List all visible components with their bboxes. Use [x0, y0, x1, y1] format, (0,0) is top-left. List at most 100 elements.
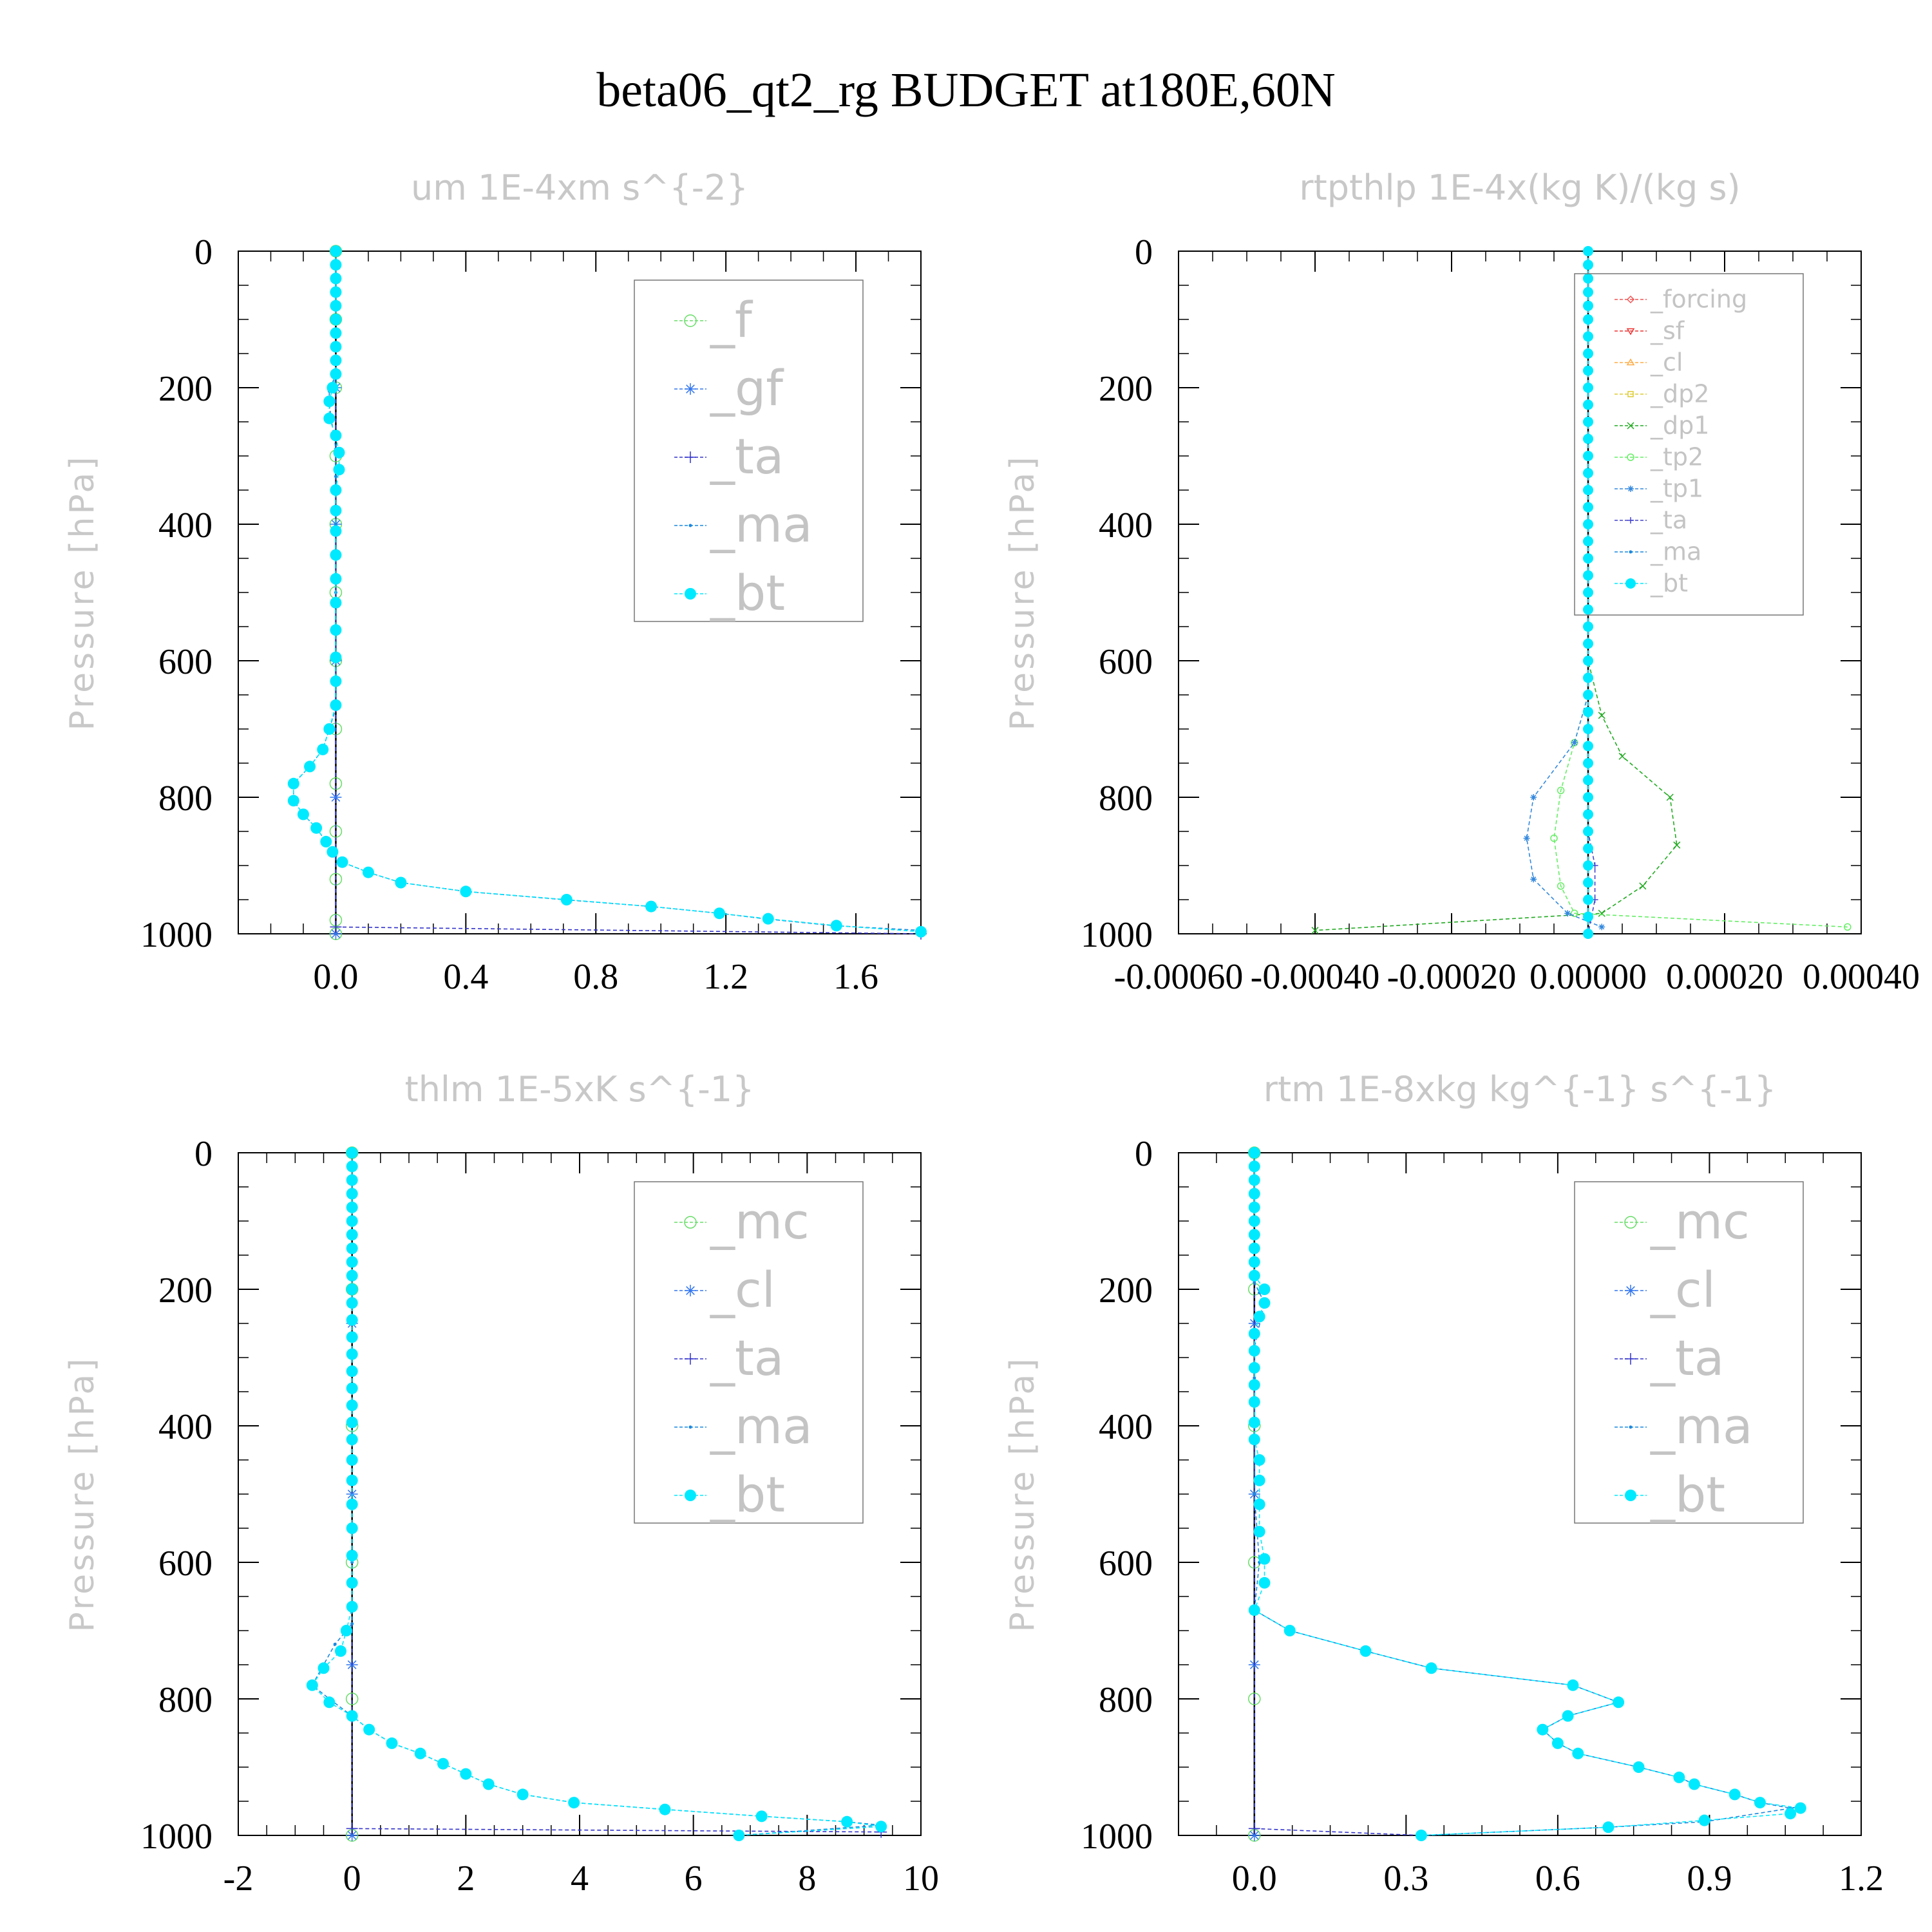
- data-point: [659, 1803, 671, 1815]
- data-point: [1583, 300, 1593, 311]
- data-point: [1583, 331, 1593, 342]
- legend-label: _tp2: [1650, 443, 1703, 471]
- series-bt: [287, 245, 927, 938]
- x-tick-label: 4: [571, 1859, 589, 1899]
- legend-item: _tp2: [1615, 443, 1703, 471]
- data-point: [1572, 1747, 1584, 1759]
- legend-item: _dp1: [1615, 412, 1709, 440]
- data-point: [1583, 502, 1593, 513]
- y-tick-label: 1000: [140, 915, 213, 955]
- series-line: [311, 1153, 882, 1836]
- data-point: [875, 1821, 887, 1833]
- data-point: [1754, 1797, 1766, 1809]
- plot-frame: [1178, 1152, 1862, 1836]
- series-ta: [346, 1147, 887, 1838]
- y-tick-label: 0: [194, 1134, 213, 1174]
- series-dp1: [1311, 247, 1681, 934]
- series-tp2: [1550, 247, 1852, 931]
- data-point: [386, 1737, 398, 1749]
- data-point: [1253, 1498, 1265, 1510]
- legend-item: _ma: [674, 1397, 813, 1455]
- data-point: [1627, 391, 1634, 397]
- data-point: [1624, 1216, 1637, 1229]
- y-tick-label: 600: [1099, 642, 1153, 682]
- series-ta: [330, 245, 927, 940]
- data-point: [330, 354, 342, 366]
- data-point: [336, 856, 348, 868]
- legend-box: [634, 1181, 864, 1524]
- x-tick-label: -2: [223, 1859, 254, 1899]
- legend-label: _dp2: [1650, 380, 1709, 408]
- series-line: [1253, 1153, 1803, 1836]
- legend-label: _ta: [1650, 506, 1687, 535]
- data-point: [1688, 1778, 1700, 1790]
- x-tick-label: 0.00020: [1666, 957, 1783, 997]
- legend-item: _ta: [674, 428, 784, 485]
- data-point: [345, 1692, 359, 1705]
- data-point: [346, 1382, 358, 1394]
- legend-label: _ma: [710, 1397, 813, 1455]
- legend: _mc _cl _ta _ma _bt: [1574, 1181, 1804, 1524]
- data-point: [1258, 1553, 1271, 1565]
- data-point: [1557, 882, 1565, 890]
- data-point: [1583, 587, 1593, 598]
- data-point: [685, 451, 696, 463]
- data-point: [320, 835, 332, 848]
- legend-item: _ma: [674, 496, 813, 553]
- legend: _f _gf _ta _ma _bt: [634, 279, 864, 622]
- legend-label: _bt: [1650, 569, 1688, 598]
- data-point: [1583, 287, 1593, 298]
- data-point: [346, 1242, 358, 1255]
- y-axis-label: Pressure [hPa]: [1003, 455, 1042, 731]
- data-point: [346, 1365, 358, 1378]
- data-point: [330, 549, 342, 561]
- data-point: [1583, 690, 1593, 700]
- data-point: [1248, 1361, 1260, 1374]
- data-point: [685, 383, 696, 395]
- data-point: [1698, 1814, 1710, 1826]
- x-tick-label: -0.00040: [1251, 957, 1380, 997]
- data-point: [1248, 1604, 1260, 1616]
- legend-item: _bt: [1615, 569, 1688, 598]
- data-point: [1583, 451, 1593, 461]
- data-point: [841, 1815, 853, 1828]
- legend-item: _ta: [1615, 1329, 1724, 1387]
- data-point: [1673, 1771, 1685, 1783]
- data-point: [1415, 1830, 1427, 1841]
- data-point: [1618, 752, 1626, 760]
- data-point: [346, 1830, 358, 1841]
- data-point: [330, 299, 342, 312]
- x-tick-label: 0.0: [1232, 1859, 1277, 1899]
- data-point: [1248, 1215, 1260, 1227]
- plot-frame: [238, 251, 922, 934]
- data-point: [330, 286, 342, 298]
- y-tick-label: 600: [158, 1544, 213, 1584]
- data-point: [1629, 1425, 1633, 1429]
- data-point: [516, 1788, 529, 1801]
- data-point: [346, 1399, 358, 1412]
- data-point: [1253, 1526, 1265, 1538]
- data-point: [323, 412, 336, 424]
- data-point: [327, 846, 339, 858]
- data-point: [1583, 417, 1593, 427]
- series-layer: [306, 1146, 887, 1842]
- legend-label: _ta: [710, 1329, 784, 1387]
- legend-item: _cl: [1615, 1261, 1716, 1318]
- data-point: [1248, 1201, 1260, 1213]
- data-point: [1627, 453, 1634, 461]
- legend-item: _f: [674, 291, 753, 348]
- data-point: [330, 921, 342, 933]
- data-point: [346, 1498, 358, 1510]
- x-tick-label: 0.4: [443, 957, 488, 997]
- data-point: [330, 928, 342, 940]
- legend-label: _sf: [1650, 317, 1685, 345]
- data-point: [1583, 260, 1593, 270]
- data-point: [645, 900, 658, 913]
- data-point: [346, 1600, 358, 1613]
- plot-frame: [238, 1152, 922, 1836]
- legend-item: _dp2: [1615, 380, 1709, 408]
- series-tp1: [1523, 248, 1605, 931]
- data-point: [330, 596, 342, 609]
- data-point: [1530, 794, 1537, 800]
- data-point: [1557, 786, 1565, 795]
